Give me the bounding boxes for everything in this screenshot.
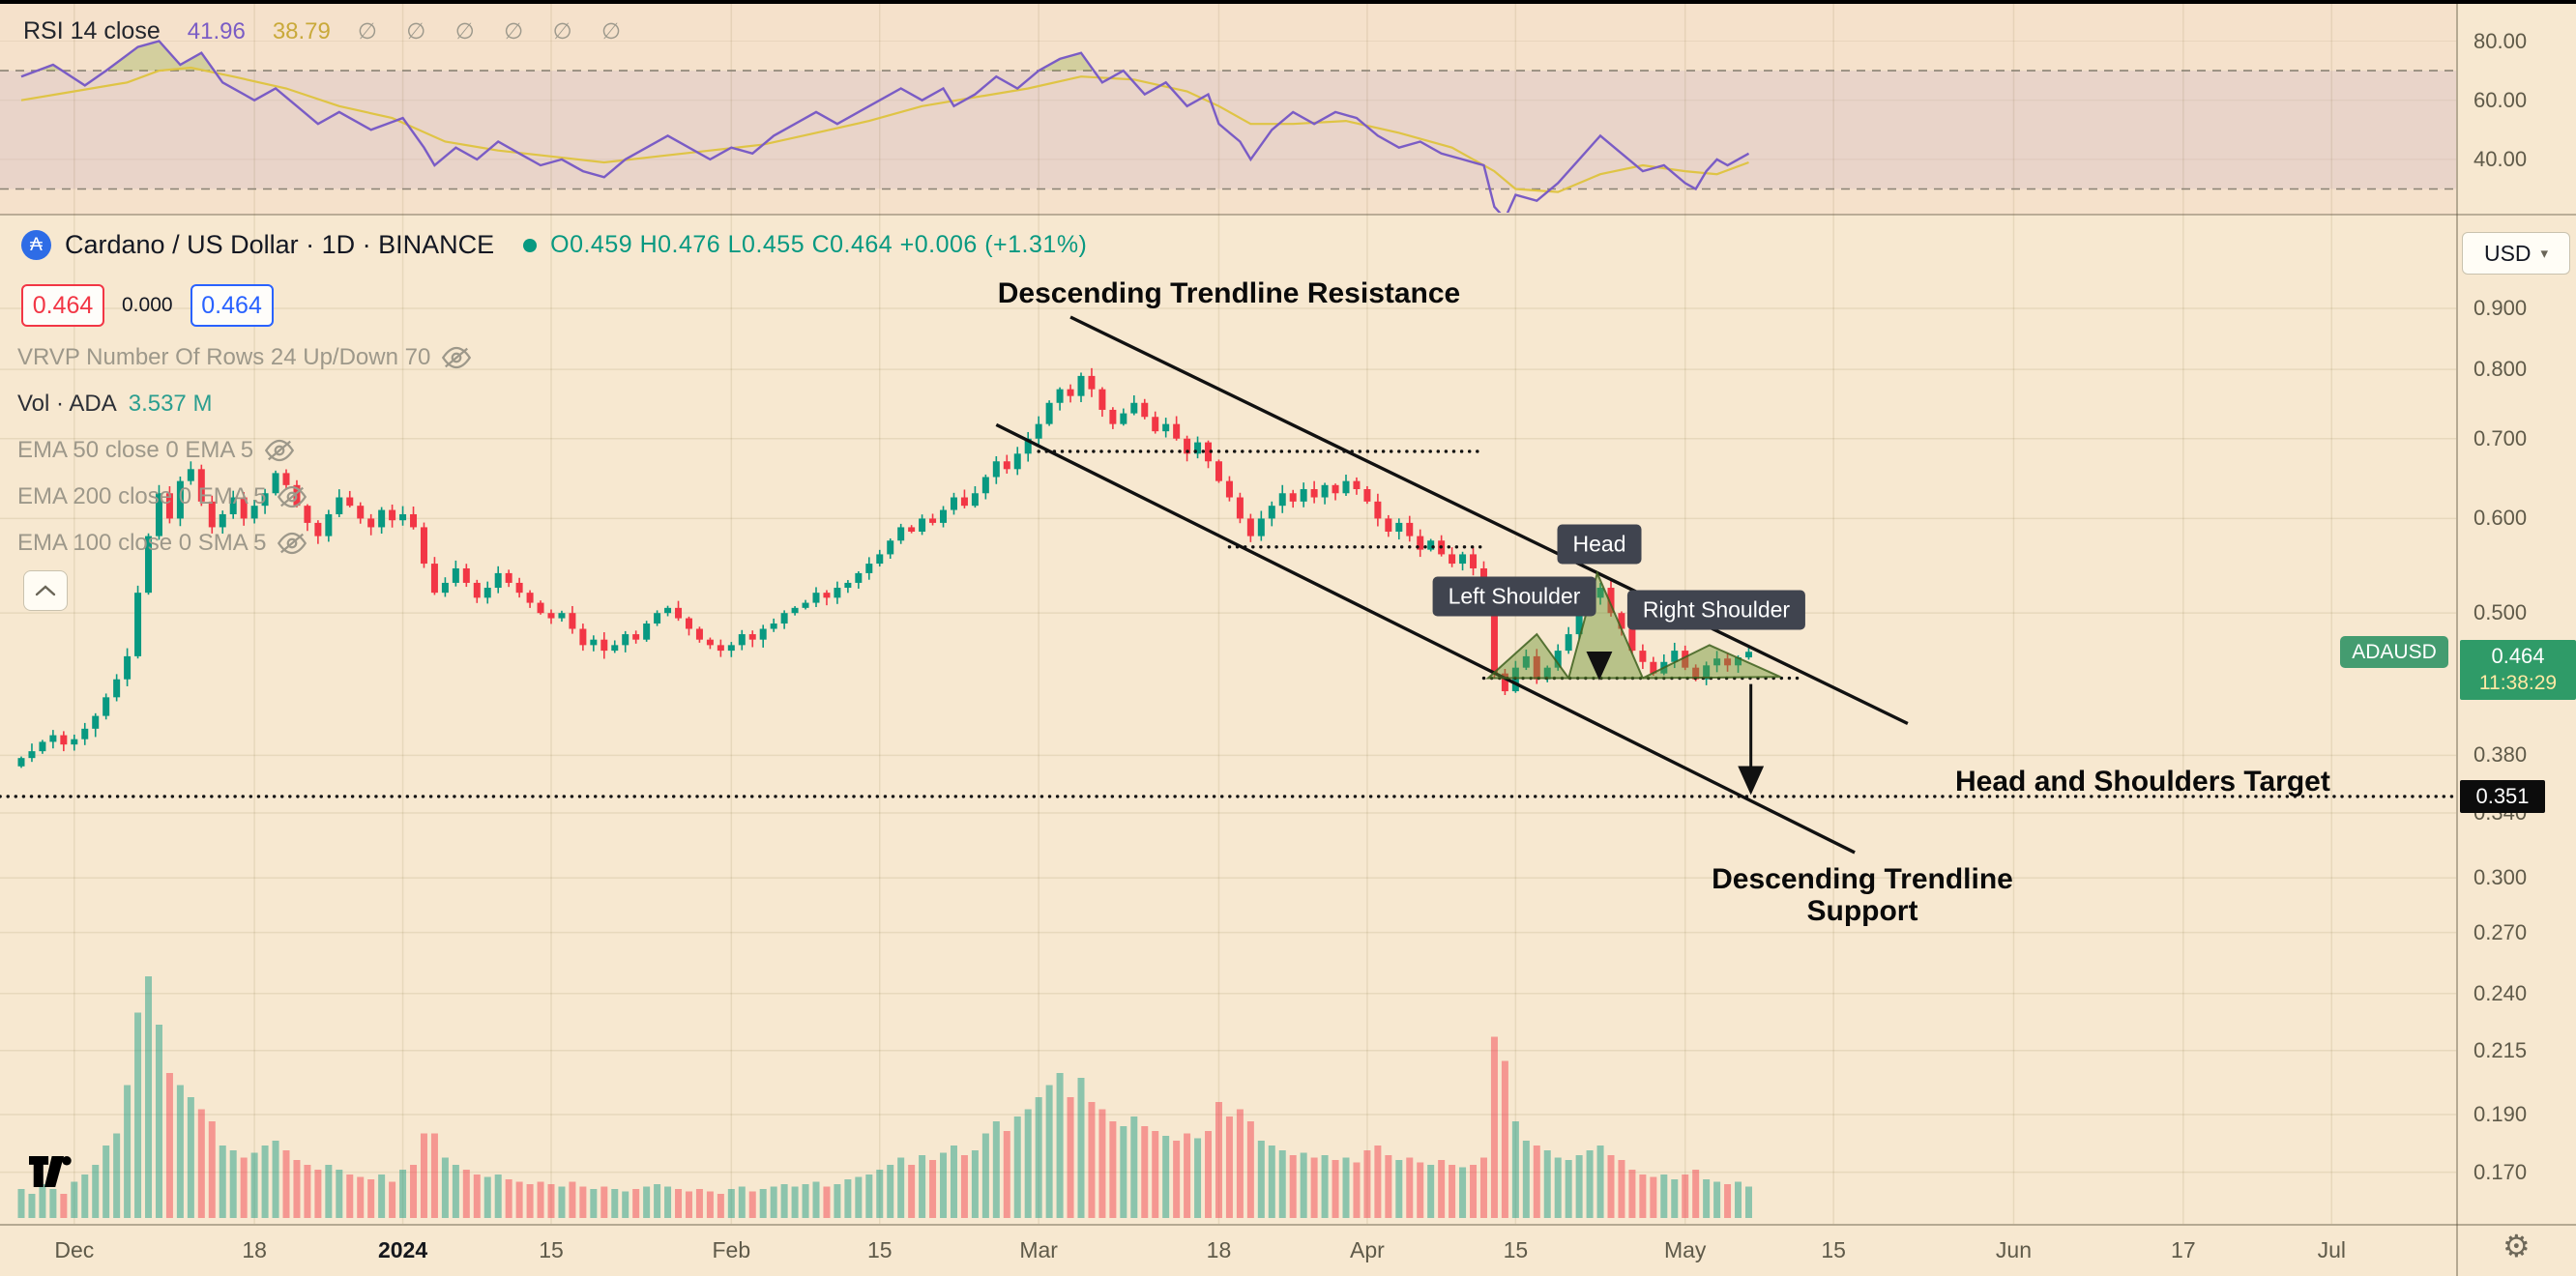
rsi-value: 41.96: [187, 17, 246, 44]
price-axis-label: 0.600: [2474, 506, 2528, 531]
tradingview-logo[interactable]: [29, 1156, 79, 1192]
price-axis-label: 0.300: [2474, 865, 2528, 890]
panel-separator[interactable]: [0, 214, 2576, 216]
volume-label: Vol · ADA: [17, 391, 117, 417]
currency-dropdown[interactable]: USD ▾: [2462, 232, 2570, 275]
market-status-icon: [523, 238, 538, 252]
time-axis-label: Dec: [54, 1237, 95, 1262]
eye-slash-icon[interactable]: [265, 439, 295, 462]
settings-gear-icon[interactable]: ⚙: [2503, 1229, 2531, 1263]
last-price-value: 0.464: [2491, 644, 2545, 669]
bar-countdown: 11:38:29: [2478, 672, 2558, 695]
annotation-resistance-text[interactable]: Descending Trendline Resistance: [997, 277, 1461, 309]
volume-value: 3.537 M: [128, 391, 213, 417]
chevron-up-icon: [35, 585, 56, 596]
annotation-support-text[interactable]: Descending Trendline Support: [1712, 863, 2013, 927]
buy-button[interactable]: 0.464: [190, 284, 274, 327]
time-axis-label: 18: [1206, 1237, 1232, 1262]
time-axis-label: Mar: [1019, 1237, 1058, 1262]
left-shoulder-label[interactable]: Left Shoulder: [1432, 576, 1596, 617]
legend-collapse-button[interactable]: [23, 570, 68, 611]
time-axis-label: Jun: [1995, 1237, 2033, 1262]
tradingview-logo-icon: [29, 1156, 72, 1187]
price-axis-label: 0.380: [2474, 742, 2528, 768]
symbol-header: ₳ Cardano / US Dollar · 1D · BINANCE O0.…: [21, 230, 1087, 260]
trade-panel: 0.464 0.000 0.464: [21, 284, 274, 327]
price-axis-label: 0.800: [2474, 357, 2528, 382]
price-line-symbol-pill: ADAUSD: [2340, 636, 2448, 669]
sell-button[interactable]: 0.464: [21, 284, 104, 327]
time-axis-label: 17: [2171, 1237, 2196, 1262]
indicator-row-ema50[interactable]: EMA 50 close 0 EMA 5: [17, 437, 295, 464]
price-axis-label: 0.240: [2474, 980, 2528, 1005]
time-axis-label: Apr: [1350, 1237, 1385, 1262]
rsi-legend[interactable]: RSI 14 close 41.96 38.79 ∅ ∅ ∅ ∅ ∅ ∅: [23, 17, 632, 45]
indicator-row-ema100[interactable]: EMA 100 close 0 SMA 5: [17, 530, 307, 557]
time-axis-label: 15: [539, 1237, 564, 1262]
rsi-axis-label: 40.00: [2474, 146, 2528, 171]
rsi-axis-label: 60.00: [2474, 87, 2528, 112]
price-axis-label: 0.215: [2474, 1037, 2528, 1062]
head-label[interactable]: Head: [1557, 524, 1642, 565]
last-price-tag: 0.464 11:38:29: [2460, 640, 2576, 701]
eye-slash-icon[interactable]: [442, 346, 472, 369]
price-axis-label: 0.170: [2474, 1159, 2528, 1184]
time-axis-label: 15: [866, 1237, 893, 1262]
time-axis-label: 15: [1503, 1237, 1529, 1262]
time-axis[interactable]: Dec 18 2024 15 Feb 15 Mar 18 Apr 15 May 15 Jun 17 Jul: [0, 1224, 2576, 1276]
price-axis-label: 0.270: [2474, 919, 2528, 944]
price-axis-label: 0.700: [2474, 425, 2528, 450]
rsi-ma-value: 38.79: [272, 17, 331, 44]
eye-slash-icon[interactable]: [278, 485, 307, 508]
vrvp-label: VRVP Number Of Rows 24 Up/Down 70: [17, 344, 431, 370]
right-shoulder-label[interactable]: Right Shoulder: [1626, 590, 1806, 630]
rsi-disabled-markers: ∅ ∅ ∅ ∅ ∅ ∅: [357, 18, 633, 44]
ema200-label: EMA 200 close 0 EMA 5: [17, 483, 267, 509]
rsi-title: RSI 14 close: [23, 17, 161, 44]
indicator-row-vrvp[interactable]: VRVP Number Of Rows 24 Up/Down 70: [17, 344, 472, 371]
price-axis-label: 0.190: [2474, 1102, 2528, 1127]
window-top-border: [0, 0, 2576, 4]
indicator-row-ema200[interactable]: EMA 200 close 0 EMA 5: [17, 483, 307, 510]
time-axis-label: Jul: [2317, 1237, 2346, 1262]
price-axis[interactable]: 0.9000.8000.7000.6000.5000.3800.3400.300…: [2456, 0, 2576, 1276]
symbol-title[interactable]: Cardano / US Dollar · 1D · BINANCE: [65, 230, 495, 259]
spread-value: 0.000: [122, 294, 173, 316]
time-axis-label: 15: [1821, 1237, 1846, 1262]
ema100-label: EMA 100 close 0 SMA 5: [17, 530, 267, 556]
time-axis-label: 2024: [377, 1237, 428, 1262]
currency-value: USD: [2483, 240, 2532, 266]
ema50-label: EMA 50 close 0 EMA 5: [17, 437, 254, 463]
target-price-tag: 0.351: [2460, 779, 2545, 813]
price-axis-label: 0.500: [2474, 600, 2528, 625]
time-axis-label: Feb: [712, 1237, 751, 1262]
time-axis-label: 18: [242, 1237, 267, 1262]
ada-logo-icon: ₳: [21, 230, 51, 260]
time-axis-label: May: [1663, 1237, 1707, 1262]
chevron-down-icon: ▾: [2540, 246, 2549, 262]
annotation-target-text[interactable]: Head and Shoulders Target: [1955, 766, 2330, 798]
price-axis-label: 0.900: [2474, 296, 2528, 320]
rsi-axis-label: 80.00: [2474, 28, 2528, 53]
eye-slash-icon[interactable]: [278, 532, 307, 555]
ohlc-values: O0.459 H0.476 L0.455 C0.464 +0.006 (+1.3…: [550, 231, 1088, 258]
indicator-row-volume[interactable]: Vol · ADA 3.537 M: [17, 391, 212, 418]
